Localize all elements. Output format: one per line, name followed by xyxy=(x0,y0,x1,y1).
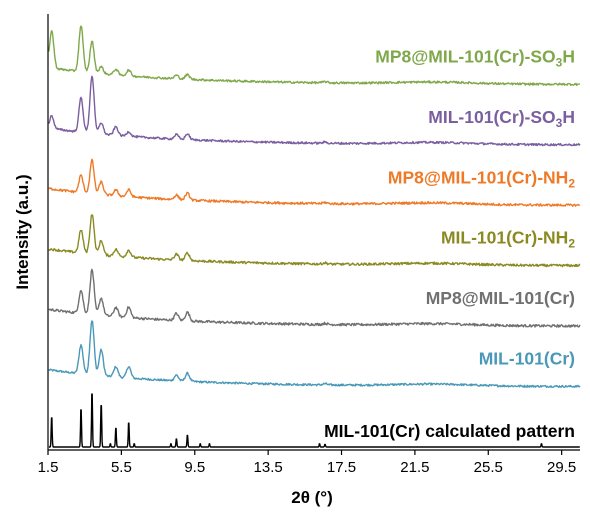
series-label: MIL-101(Cr) xyxy=(479,349,575,369)
x-tick-label: 17.5 xyxy=(327,459,356,476)
x-tick-label: 1.5 xyxy=(38,459,59,476)
x-tick-label: 25.5 xyxy=(474,459,503,476)
x-axis-title: 2θ (°) xyxy=(291,488,333,507)
series-label: MIL-101(Cr)-SO3H xyxy=(428,107,575,130)
series-label: MIL-101(Cr) calculated pattern xyxy=(324,421,575,441)
x-tick-label: 29.5 xyxy=(547,459,576,476)
x-ticks-group: 1.5 5.5 9.5 13.5 17.5 21.5 25.5 29.5 xyxy=(38,450,577,476)
series-label: MP8@MIL-101(Cr) xyxy=(426,288,575,308)
x-tick-label: 21.5 xyxy=(400,459,429,476)
x-tick-label: 9.5 xyxy=(184,459,205,476)
y-axis-title: Intensity (a.u.) xyxy=(13,174,32,289)
x-tick-label: 5.5 xyxy=(111,459,132,476)
series-label: MP8@MIL-101(Cr)-SO3H xyxy=(375,46,575,69)
series-label: MP8@MIL-101(Cr)-NH2 xyxy=(388,167,575,190)
series-labels-group: MIL-101(Cr) calculated pattern MIL-101(Cr… xyxy=(324,46,575,441)
series-label: MIL-101(Cr)-NH2 xyxy=(441,228,575,251)
x-tick-label: 13.5 xyxy=(254,459,283,476)
